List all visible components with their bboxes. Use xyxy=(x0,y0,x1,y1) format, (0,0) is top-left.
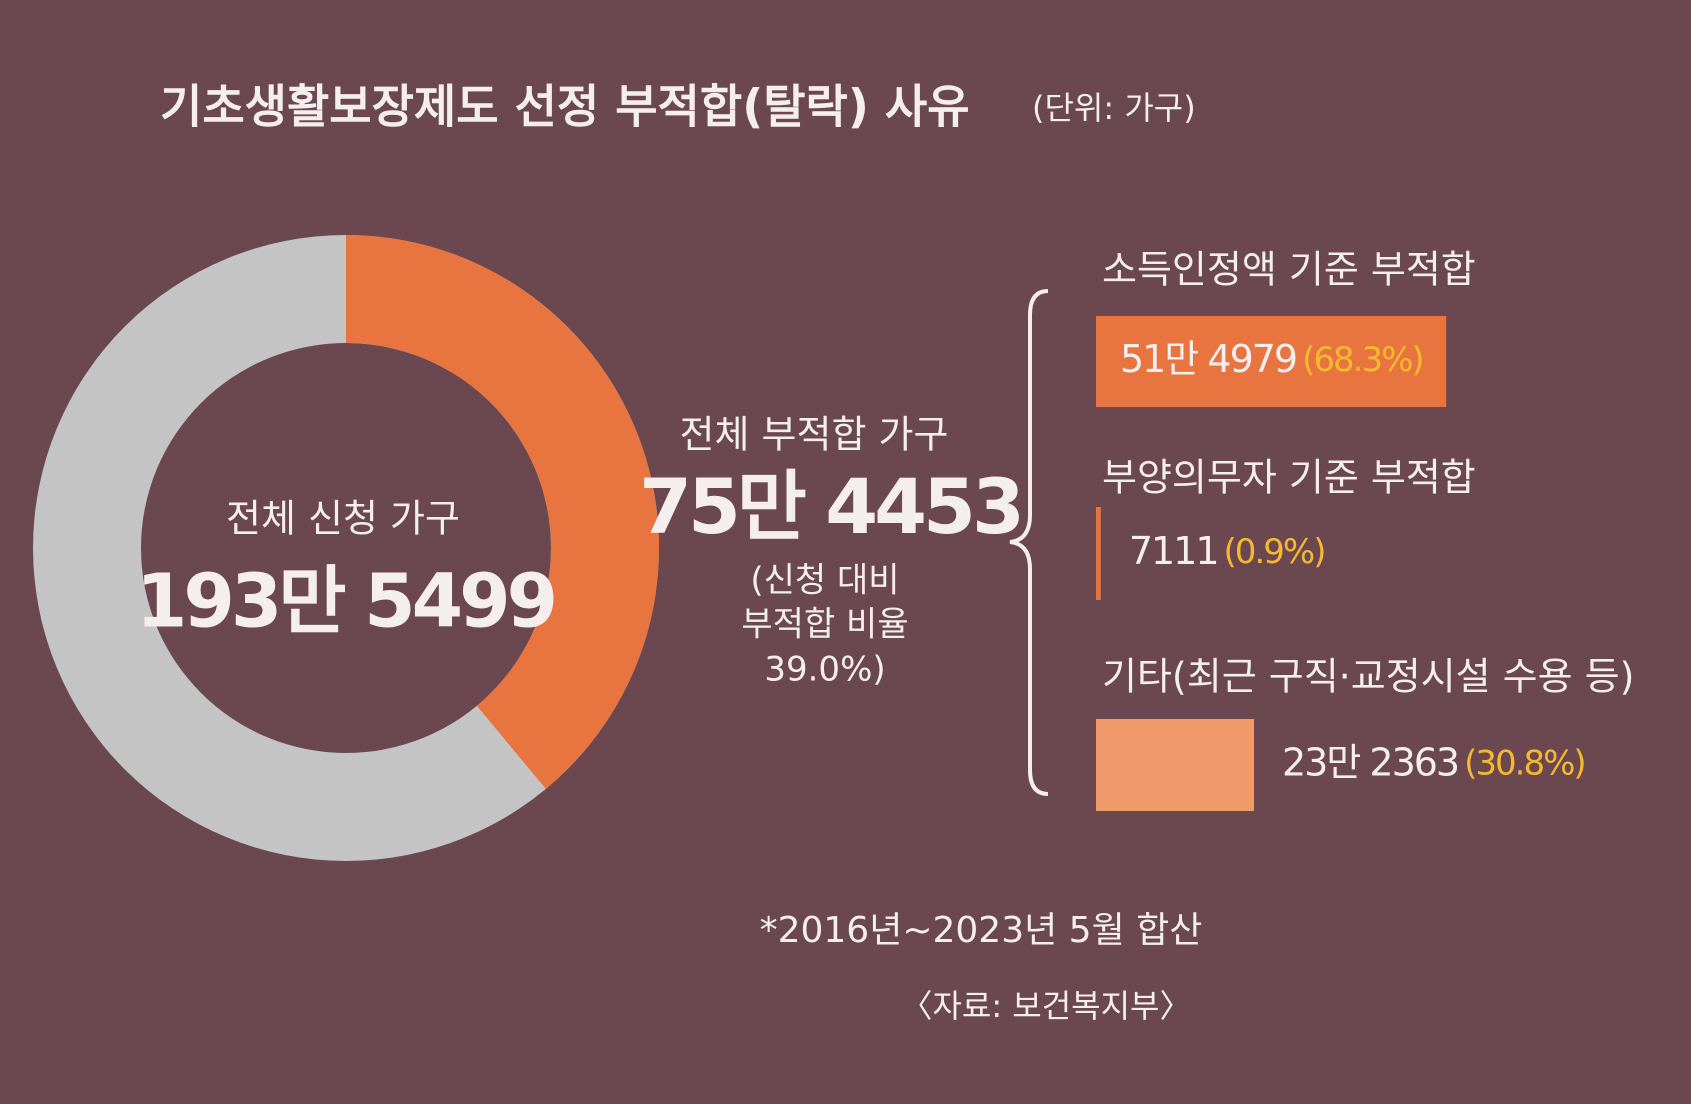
bar xyxy=(1096,316,1447,407)
slice-value: 75만 4453 xyxy=(639,462,1021,551)
category-label: 기타(최근 구직·교정시설 수용 등) xyxy=(1102,655,1634,699)
slice-label: 전체 부적합 가구 xyxy=(680,413,949,457)
share-label: (30.8%) xyxy=(1464,744,1585,784)
category-label: 부양의무자 기준 부적합 xyxy=(1102,456,1476,500)
annotation: 39.0%) xyxy=(764,650,885,690)
value-label: 51만 4979 xyxy=(1120,337,1296,381)
value-label: 23만 2363 xyxy=(1282,741,1458,785)
annotation: 부적합 비율 xyxy=(741,605,908,645)
bar xyxy=(1096,719,1255,811)
chart-title: 기초생활보장제도 선정 부적합(탈락) 사유 xyxy=(160,80,970,134)
source: 〈자료: 보건복지부〉 xyxy=(900,987,1191,1025)
brace xyxy=(1009,289,1049,796)
center-value: 193만 5499 xyxy=(136,559,554,645)
share-label: (0.9%) xyxy=(1224,532,1325,572)
donut-slice xyxy=(346,235,659,789)
unit-note: (단위: 가구) xyxy=(1032,89,1196,127)
value-label: 7111 xyxy=(1129,529,1218,573)
category-label: 소득인정액 기준 부적합 xyxy=(1102,248,1476,292)
footnote: *2016년~2023년 5월 합산 xyxy=(760,910,1203,951)
bar xyxy=(1096,507,1101,600)
share-label: (68.3%) xyxy=(1302,340,1423,380)
annotation: (신청 대비 xyxy=(750,561,899,601)
center-label: 전체 신청 가구 xyxy=(226,497,460,541)
